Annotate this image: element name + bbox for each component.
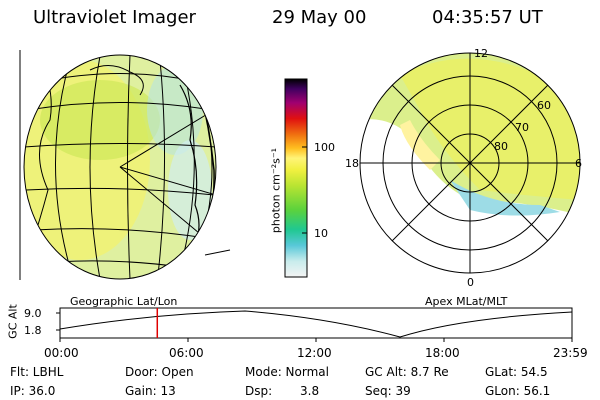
mlt-label-12: 12 xyxy=(474,47,488,60)
colorbar-unit-label: photon cm⁻²s⁻¹ xyxy=(269,147,283,234)
timeline-xtick-2359: 23:59 xyxy=(553,346,588,360)
mlt-label-18: 18 xyxy=(345,157,359,170)
colorbar-tick-10: 10 xyxy=(314,227,328,240)
instrument-title: Ultraviolet Imager xyxy=(33,7,196,28)
timeline-xtick-0600: 06:00 xyxy=(169,346,204,360)
apex-label: Apex MLat/MLT xyxy=(425,295,508,308)
timeline-xtick-0000: 00:00 xyxy=(44,346,79,360)
image-time: 04:35:57 UT xyxy=(432,7,543,28)
mlat-label-60: 60 xyxy=(537,99,551,112)
gc-alt-info: GC Alt: 8.7 Re xyxy=(365,365,449,379)
mlt-label-6: 6 xyxy=(575,157,582,170)
image-date: 29 May 00 xyxy=(272,7,367,28)
timeline-ytick-1.8: 1.8 xyxy=(24,324,42,337)
timeline-ylabel: GC Alt xyxy=(6,304,20,339)
door-info: Door: Open xyxy=(125,365,194,379)
intensity-colorbar xyxy=(284,78,308,278)
mlat-label-70: 70 xyxy=(515,121,529,134)
ip-info: IP: 36.0 xyxy=(10,384,56,398)
geographic-globe xyxy=(19,50,231,280)
dsp-value: 3.8 xyxy=(300,384,320,398)
altitude-timeline xyxy=(56,307,573,342)
filter-info: Flt: LBHL xyxy=(10,365,64,379)
mlt-label-0: 0 xyxy=(467,276,474,289)
polar-mlt-plot xyxy=(359,52,581,274)
timeline-xtick-1800: 18:00 xyxy=(425,346,460,360)
colorbar-tick-100: 100 xyxy=(314,141,335,154)
glat-info: GLat: 54.5 xyxy=(485,365,548,379)
timeline-xtick-1200: 12:00 xyxy=(297,346,332,360)
geographic-label: Geographic Lat/Lon xyxy=(70,295,178,308)
seq-info: Seq: 39 xyxy=(365,384,411,398)
timeline-ytick-9: 9.0 xyxy=(24,307,42,320)
mlat-label-80: 80 xyxy=(494,140,508,153)
glon-info: GLon: 56.1 xyxy=(485,384,551,398)
mode-info: Mode: Normal xyxy=(245,365,329,379)
dsp-label: Dsp: xyxy=(245,384,273,398)
gain-info: Gain: 13 xyxy=(125,384,176,398)
